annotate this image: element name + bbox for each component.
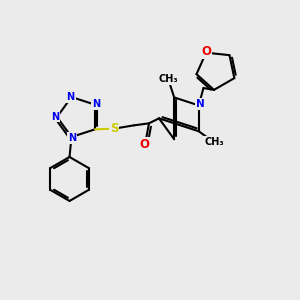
Text: CH₃: CH₃ (158, 74, 178, 84)
Text: N: N (92, 99, 100, 109)
Text: O: O (201, 45, 211, 58)
Text: N: N (66, 92, 75, 101)
Text: CH₃: CH₃ (204, 137, 224, 147)
Text: O: O (139, 138, 149, 151)
Text: N: N (196, 99, 205, 110)
Text: N: N (68, 133, 76, 143)
Text: S: S (110, 122, 118, 135)
Text: N: N (51, 112, 59, 122)
